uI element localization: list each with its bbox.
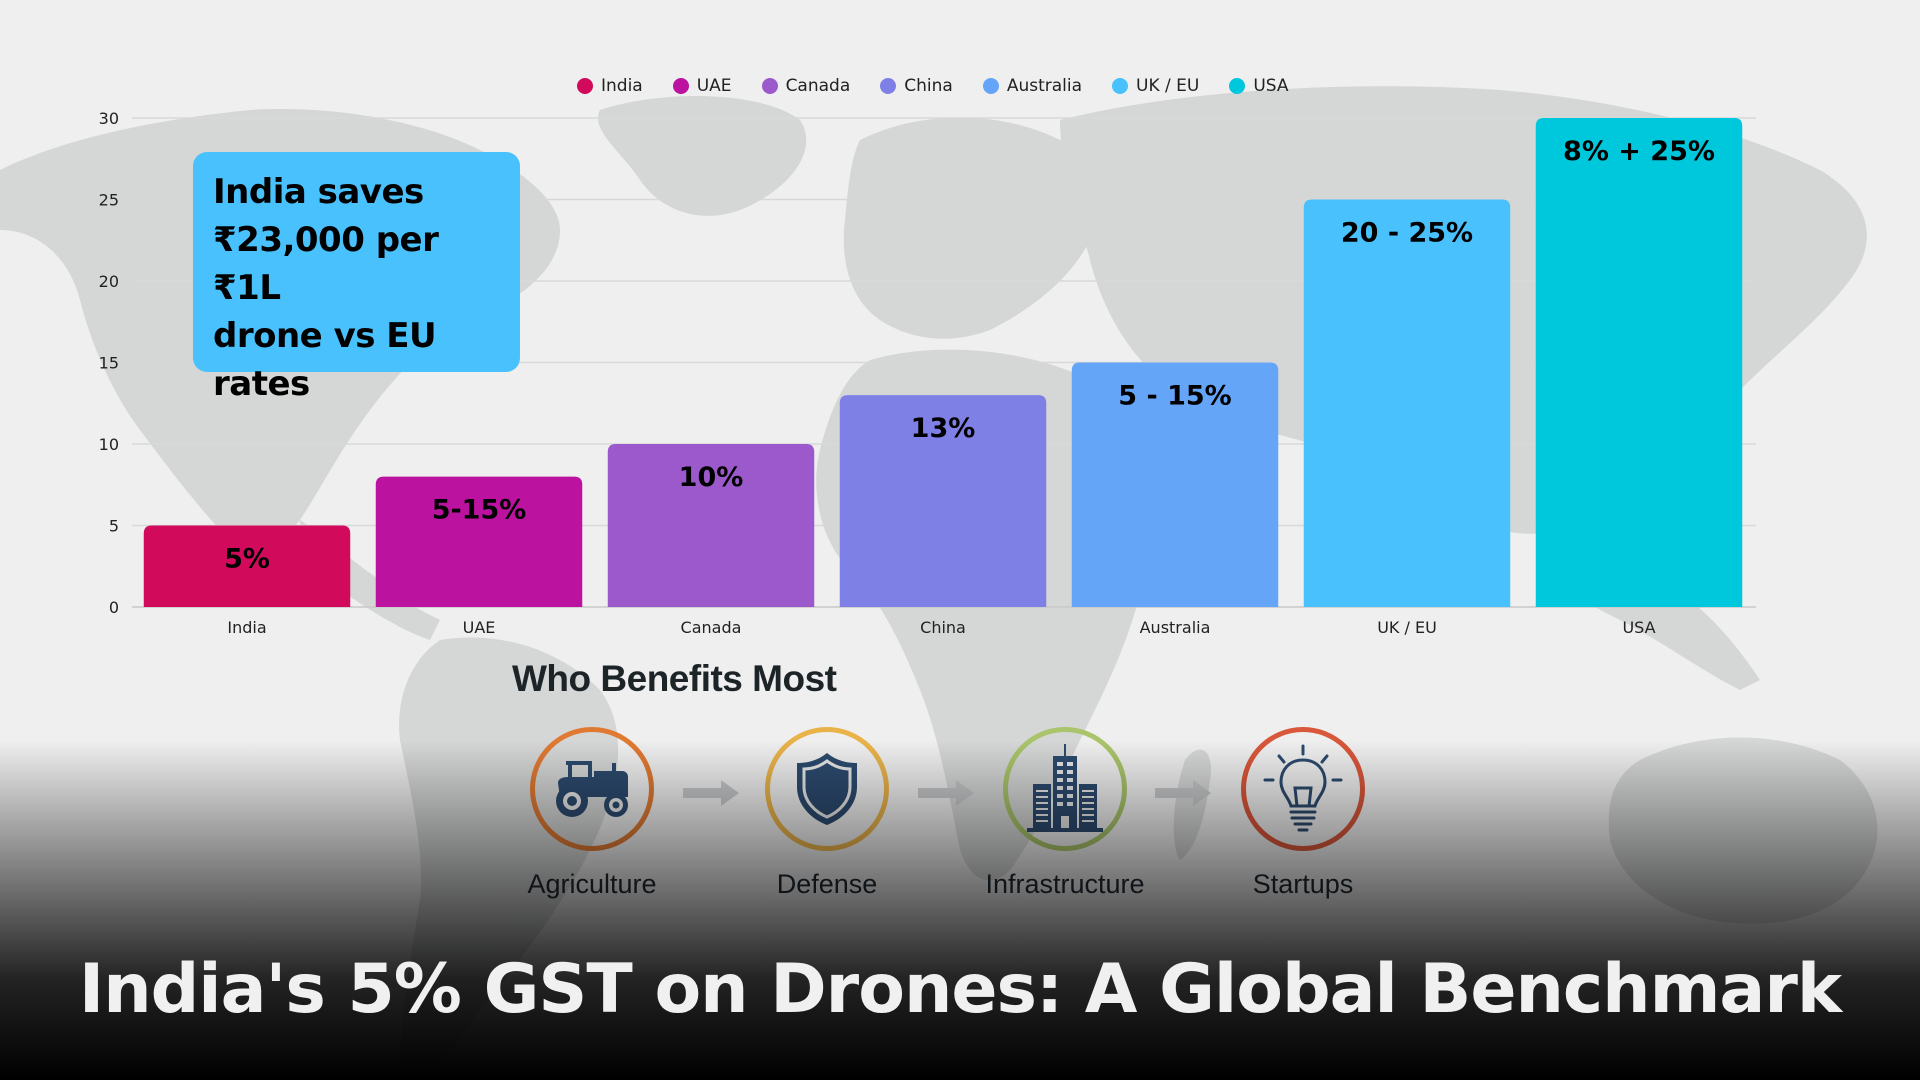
page-title: India's 5% GST on Drones: A Global Bench… (78, 950, 1842, 1029)
benefit-ring (1241, 727, 1365, 851)
bar-china (839, 395, 1047, 607)
shield-icon (797, 753, 857, 825)
bar-uk-eu (1303, 199, 1511, 607)
legend-label: UK / EU (1136, 76, 1200, 96)
legend-swatch (880, 78, 897, 94)
y-tick-label: 30 (99, 109, 119, 128)
legend-item[interactable]: UAE (672, 76, 732, 96)
bar-india (143, 525, 351, 607)
bar-uae (375, 476, 583, 607)
callout-line-3: drone vs EU (213, 316, 437, 356)
x-tick-label: Australia (1140, 618, 1211, 637)
callout-line-4: rates (213, 364, 310, 404)
legend-swatch (761, 78, 778, 94)
x-tick-label: India (227, 618, 266, 637)
bar-data-label: 5% (224, 544, 270, 575)
legend-label: USA (1253, 76, 1289, 96)
y-tick-label: 10 (99, 435, 119, 454)
y-tick-label: 5 (109, 517, 119, 536)
building-icon (1027, 744, 1103, 832)
benefit-label: Defense (776, 869, 878, 899)
legend-label: China (904, 76, 953, 96)
legend-item[interactable]: Australia (982, 76, 1083, 96)
bar-data-label: 10% (679, 462, 744, 493)
legend-swatch (672, 78, 689, 94)
bar-data-label: 8% + 25% (1563, 136, 1715, 167)
y-tick-label: 0 (109, 598, 119, 617)
bar-data-label: 20 - 25% (1341, 218, 1473, 249)
map-greenland (598, 96, 807, 216)
benefit-ring (765, 727, 889, 851)
legend-swatch (982, 78, 999, 94)
callout-line-1: India saves (213, 172, 424, 212)
benefit-agriculture: Agriculture (502, 727, 682, 900)
legend-label: UAE (696, 76, 732, 96)
y-tick-label: 20 (99, 272, 119, 291)
benefits-heading: Who Benefits Most (512, 658, 837, 699)
lightbulb-icon (1263, 744, 1343, 832)
arrow-right-icon (1155, 780, 1211, 806)
benefit-infrastructure: Infrastructure (975, 727, 1155, 900)
legend-item[interactable]: USA (1229, 76, 1289, 96)
benefit-ring (1003, 727, 1127, 851)
bar-data-label: 5 - 15% (1118, 381, 1231, 412)
bar-usa (1535, 118, 1743, 607)
x-tick-label: UAE (463, 618, 496, 637)
y-tick-label: 25 (99, 191, 119, 210)
legend-swatch (577, 78, 593, 94)
legend-item[interactable]: India (577, 76, 643, 96)
x-tick-label: China (920, 618, 966, 637)
x-tick-label: USA (1622, 618, 1655, 637)
benefit-ring (530, 727, 654, 851)
map-australia (1608, 737, 1878, 924)
legend-label: Australia (1006, 76, 1083, 96)
legend-swatch (1112, 78, 1129, 94)
x-tick-label: UK / EU (1377, 618, 1437, 637)
arrow-right-icon (918, 780, 974, 806)
benefit-startups: Startups (1213, 727, 1393, 900)
bar-data-label: 13% (911, 413, 976, 444)
arrow-right-icon (683, 780, 739, 806)
chart-legend: India UAE Canada China Australia UK / EU USA (577, 76, 1319, 96)
legend-swatch (1229, 78, 1246, 94)
bar-data-label: 5-15% (432, 495, 527, 526)
legend-item[interactable]: UK / EU (1112, 76, 1199, 96)
benefit-label: Infrastructure (985, 869, 1145, 899)
benefit-label: Startups (1252, 869, 1354, 899)
legend-label: India (601, 76, 643, 96)
legend-item[interactable]: China (880, 76, 953, 96)
bar-chart: 0 5 10 15 20 25 30 5% India 5-15% UAE 10% Canada 13% C… (99, 109, 1756, 637)
x-tick-label: Canada (681, 618, 742, 637)
y-tick-label: 15 (99, 354, 119, 373)
legend-item[interactable]: Canada (761, 76, 851, 96)
benefit-defense: Defense (737, 727, 917, 900)
tractor-icon (556, 761, 628, 817)
savings-callout: India saves ₹23,000 per ₹1L drone vs EU … (193, 152, 520, 404)
legend-label: Canada (785, 76, 851, 96)
benefit-label: Agriculture (527, 869, 657, 899)
bar-canada (607, 444, 815, 607)
map-europe (843, 117, 1100, 339)
bar-australia (1071, 362, 1279, 607)
callout-line-2: ₹23,000 per ₹1L (213, 220, 439, 308)
